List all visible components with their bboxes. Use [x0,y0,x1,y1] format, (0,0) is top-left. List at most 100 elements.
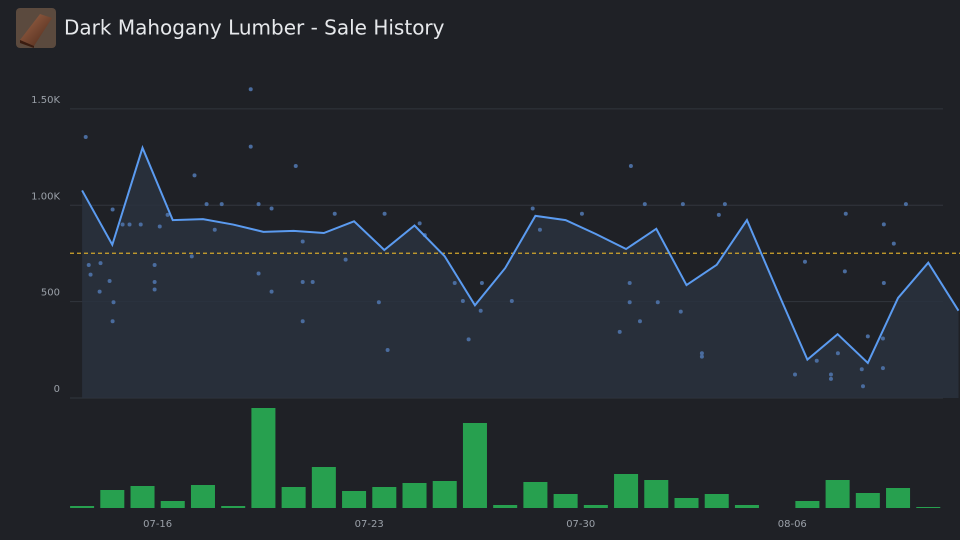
sale-point [678,309,683,314]
volume-bar [553,494,578,508]
sale-point [627,300,632,305]
sale-point [248,87,253,92]
sale-point [627,280,632,285]
sale-point [680,202,685,207]
volume-bar [372,487,397,508]
title: Dark Mahogany Lumber - Sale History [64,16,445,40]
area-fill [82,147,959,398]
sale-point [212,227,217,232]
sale-point [86,263,91,268]
sale-point [300,279,305,284]
volume-bar [704,494,729,508]
sale-point [219,202,224,207]
sale-point [417,221,422,226]
sale-point [537,227,542,232]
sale-point [881,222,886,227]
sale-point [478,308,483,313]
y-tick-label: 500 [41,288,60,299]
volume-bar [734,505,759,508]
sale-point [835,351,840,356]
sale-point [110,207,115,212]
sale-point [382,211,387,216]
sale-point [655,300,660,305]
volume-bar [281,487,306,508]
sale-point [293,163,298,168]
sale-point [460,299,465,304]
sale-point [152,287,157,292]
sale-point [385,348,390,353]
volume-bar [886,488,911,508]
price-line [81,144,960,365]
sale-point [269,289,274,294]
volume-bar [916,507,941,508]
sale-point [192,173,197,178]
volume-bar [432,481,457,508]
volume-bar [221,506,246,508]
volume-bar [130,486,155,508]
sale-point [637,319,642,324]
sale-point [332,211,337,216]
volume-bar [795,501,820,508]
sale-point [107,279,112,284]
sale-point [165,212,170,217]
sale-point [699,351,704,356]
sale-point [83,135,88,140]
volume-bar [100,490,125,508]
x-tick-label: 07-16 [143,519,172,530]
sale-point [256,271,261,276]
sale-point [111,300,116,305]
sale-point [792,372,797,377]
volume-bar [825,480,850,508]
sale-point [843,211,848,216]
sale-point [479,280,484,285]
sale-point [466,337,471,342]
sale-point [722,202,727,207]
volume-bar [342,491,367,508]
sale-point [802,259,807,264]
x-tick-label: 07-30 [566,519,595,530]
sale-point [828,372,833,377]
sale-point [699,354,704,359]
volume-bar [674,498,699,508]
volume-bar [614,474,639,508]
sale-point [110,319,115,324]
x-tick-label: 08-06 [778,519,807,530]
sale-point [97,289,102,294]
sale-point [376,300,381,305]
sale-point [256,202,261,207]
volume-bar [70,506,95,508]
sale-point [300,239,305,244]
y-tick-label: 0 [54,384,60,395]
volume-bar [644,480,669,508]
x-tick-label: 07-23 [355,519,384,530]
sale-point [120,222,125,227]
volume-bar [251,408,276,508]
sale-point [300,319,305,324]
sale-point [579,211,584,216]
sale-point [716,212,721,217]
sale-point [248,144,253,149]
sale-point [127,222,132,227]
volume-bar [523,482,548,508]
sale-point [642,202,647,207]
y-tick-label: 1.50K [31,95,60,106]
volume-bar [160,501,185,508]
sale-point [881,280,886,285]
item-icon [16,8,56,48]
sale-point [828,376,833,381]
sale-point [509,299,514,304]
sale-point [903,202,908,207]
volume-bar [402,483,427,508]
sale-point [814,358,819,363]
sale-point [891,241,896,246]
sale-point [138,222,143,227]
sale-point [189,254,194,259]
volume-bar [583,505,608,508]
sale-point [530,206,535,211]
sale-point [880,336,885,341]
sale-point [617,329,622,334]
volume-bar [190,485,215,508]
sale-point [204,202,209,207]
